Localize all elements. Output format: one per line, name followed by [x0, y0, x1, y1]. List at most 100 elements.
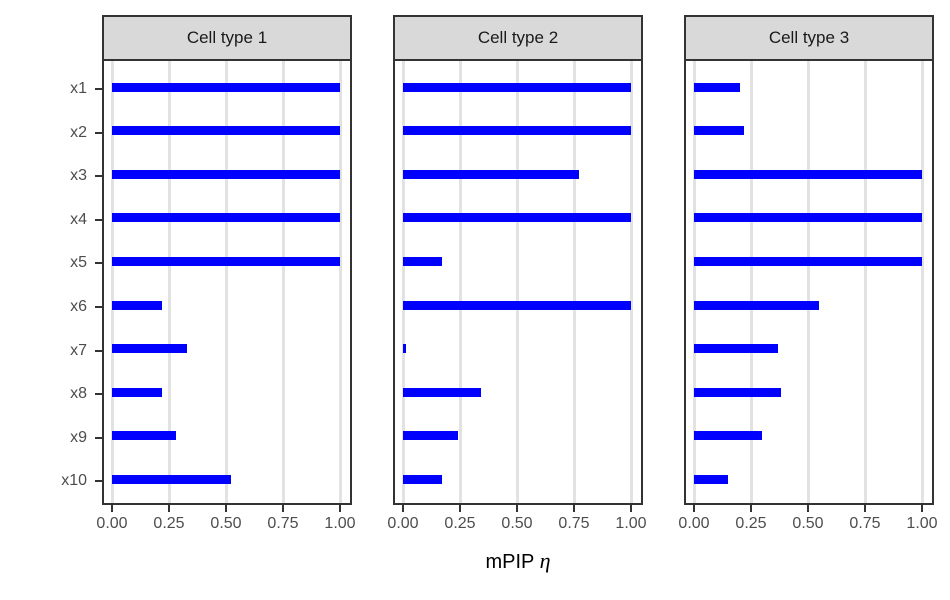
y-axis-tick-x7: [95, 349, 102, 352]
x-axis-tick-0.00: [693, 505, 695, 512]
facet-panel-3: Cell type 3 0.00 0.25 0.50 0.75 1.00: [678, 15, 938, 549]
gridline-0.25: [749, 61, 753, 503]
gridline-1.00: [629, 61, 633, 503]
facet-strip-label: Cell type 1: [186, 28, 268, 47]
x-axis-tick-label-0.75: 0.75: [267, 515, 299, 532]
bar-x7: [694, 344, 779, 354]
gridline-0.75: [863, 61, 867, 503]
bar-x6: [112, 300, 163, 310]
x-axis-tick-0.00: [402, 505, 404, 512]
y-axis-tick-x1: [95, 88, 102, 90]
bar-x10: [403, 474, 442, 484]
gridline-0.50: [224, 61, 228, 503]
y-axis-label-x4: x4: [70, 210, 87, 228]
y-axis-row-x5: x5: [0, 252, 102, 274]
y-axis-row-x1: x1: [0, 78, 102, 100]
y-axis-label-x5: x5: [70, 254, 87, 272]
bar-x1: [112, 82, 340, 92]
gridline-1.00: [920, 61, 924, 503]
y-axis-row-x8: x8: [0, 383, 102, 405]
y-axis-tick-x2: [95, 131, 102, 134]
x-axis-title-text: mPIP: [485, 551, 540, 573]
gridline-0.00: [401, 61, 405, 503]
y-axis-tick-x3: [95, 175, 102, 178]
x-axis-tick-label-0.25: 0.25: [444, 515, 476, 532]
gridline-0.50: [515, 61, 519, 503]
x-axis-tick-0.50: [516, 505, 518, 512]
bar-x4: [694, 213, 922, 223]
x-axis-title: mPIP η: [102, 548, 934, 574]
y-axis-label-x9: x9: [70, 428, 87, 446]
x-axis-tick-0.50: [807, 505, 809, 512]
x-axis-tick-0.75: [282, 505, 284, 512]
y-axis-label-x3: x3: [70, 167, 87, 185]
bar-x6: [694, 300, 820, 310]
y-axis-row-x9: x9: [0, 427, 102, 449]
x-axis: 0.00 0.25 0.50 0.75 1.00: [678, 505, 938, 549]
bar-x3: [694, 169, 922, 179]
y-axis-tick-x5: [95, 262, 102, 265]
panels-row: Cell type 1 0.00 0.25 0.50 0.75 1.00 Cell type…: [96, 15, 938, 549]
bar-x7: [112, 344, 188, 354]
gridline-0.25: [458, 61, 462, 503]
x-axis-tick-1.00: [921, 505, 923, 512]
bar-x5: [112, 256, 340, 266]
x-axis-tick-0.25: [750, 505, 752, 512]
plot-area: [102, 59, 352, 505]
y-axis-row-x6: x6: [0, 296, 102, 318]
bar-x4: [112, 213, 340, 223]
bar-x5: [694, 256, 922, 266]
facet-strip: Cell type 1: [102, 15, 352, 61]
y-axis-tick-x9: [95, 436, 102, 439]
bar-x8: [694, 387, 781, 397]
plot-area: [393, 59, 643, 505]
facet-strip-label: Cell type 2: [477, 28, 559, 47]
x-axis-tick-label-1.00: 1.00: [906, 515, 938, 532]
bar-x1: [403, 82, 631, 92]
bar-x9: [403, 431, 458, 441]
bar-x9: [112, 431, 176, 441]
bar-x3: [112, 169, 340, 179]
facet-panel-1: Cell type 1 0.00 0.25 0.50 0.75 1.00: [96, 15, 356, 549]
x-axis-tick-label-0.25: 0.25: [153, 515, 185, 532]
bar-x4: [403, 213, 631, 223]
x-axis-tick-label-0.50: 0.50: [210, 515, 242, 532]
y-axis-tick-x6: [95, 306, 102, 308]
bar-x7: [403, 344, 407, 354]
gridline-0.00: [110, 61, 114, 503]
gridline-0.00: [692, 61, 696, 503]
y-axis-tick-x10: [95, 480, 102, 483]
x-axis: 0.00 0.25 0.50 0.75 1.00: [387, 505, 647, 549]
bar-x9: [694, 431, 763, 441]
x-axis-tick-label-0.75: 0.75: [558, 515, 590, 532]
bar-x3: [403, 169, 579, 179]
y-axis-row-x2: x2: [0, 122, 102, 144]
x-axis-tick-label-0.00: 0.00: [96, 515, 128, 532]
y-axis-tick-x4: [95, 218, 102, 221]
y-axis-label-x8: x8: [70, 385, 87, 403]
bar-x8: [112, 387, 163, 397]
x-axis-tick-0.50: [225, 505, 227, 512]
x-axis-tick-0.25: [459, 505, 461, 512]
x-axis-tick-label-1.00: 1.00: [615, 515, 647, 532]
facet-strip: Cell type 3: [684, 15, 934, 61]
facet-panel-2: Cell type 2 0.00 0.25 0.50 0.75 1.00: [387, 15, 647, 549]
x-axis-tick-label-0.00: 0.00: [678, 515, 710, 532]
bar-x2: [694, 126, 745, 136]
x-axis-tick-0.75: [864, 505, 866, 512]
gridline-0.50: [806, 61, 810, 503]
bar-x8: [403, 387, 481, 397]
x-axis-tick-label-1.00: 1.00: [324, 515, 356, 532]
y-axis: x1 x2 x3 x4 x5 x6 x7 x8 x9 x10: [0, 61, 102, 507]
bar-x10: [112, 474, 231, 484]
bar-x5: [403, 256, 442, 266]
y-axis-row-x3: x3: [0, 165, 102, 187]
bar-x2: [403, 126, 631, 136]
gridline-0.75: [572, 61, 576, 503]
x-axis-tick-label-0.50: 0.50: [792, 515, 824, 532]
y-axis-label-x7: x7: [70, 341, 87, 359]
x-axis-tick-0.00: [111, 505, 113, 512]
facet-strip-label: Cell type 3: [768, 28, 850, 47]
plot-area: [684, 59, 934, 505]
gridline-0.75: [281, 61, 285, 503]
